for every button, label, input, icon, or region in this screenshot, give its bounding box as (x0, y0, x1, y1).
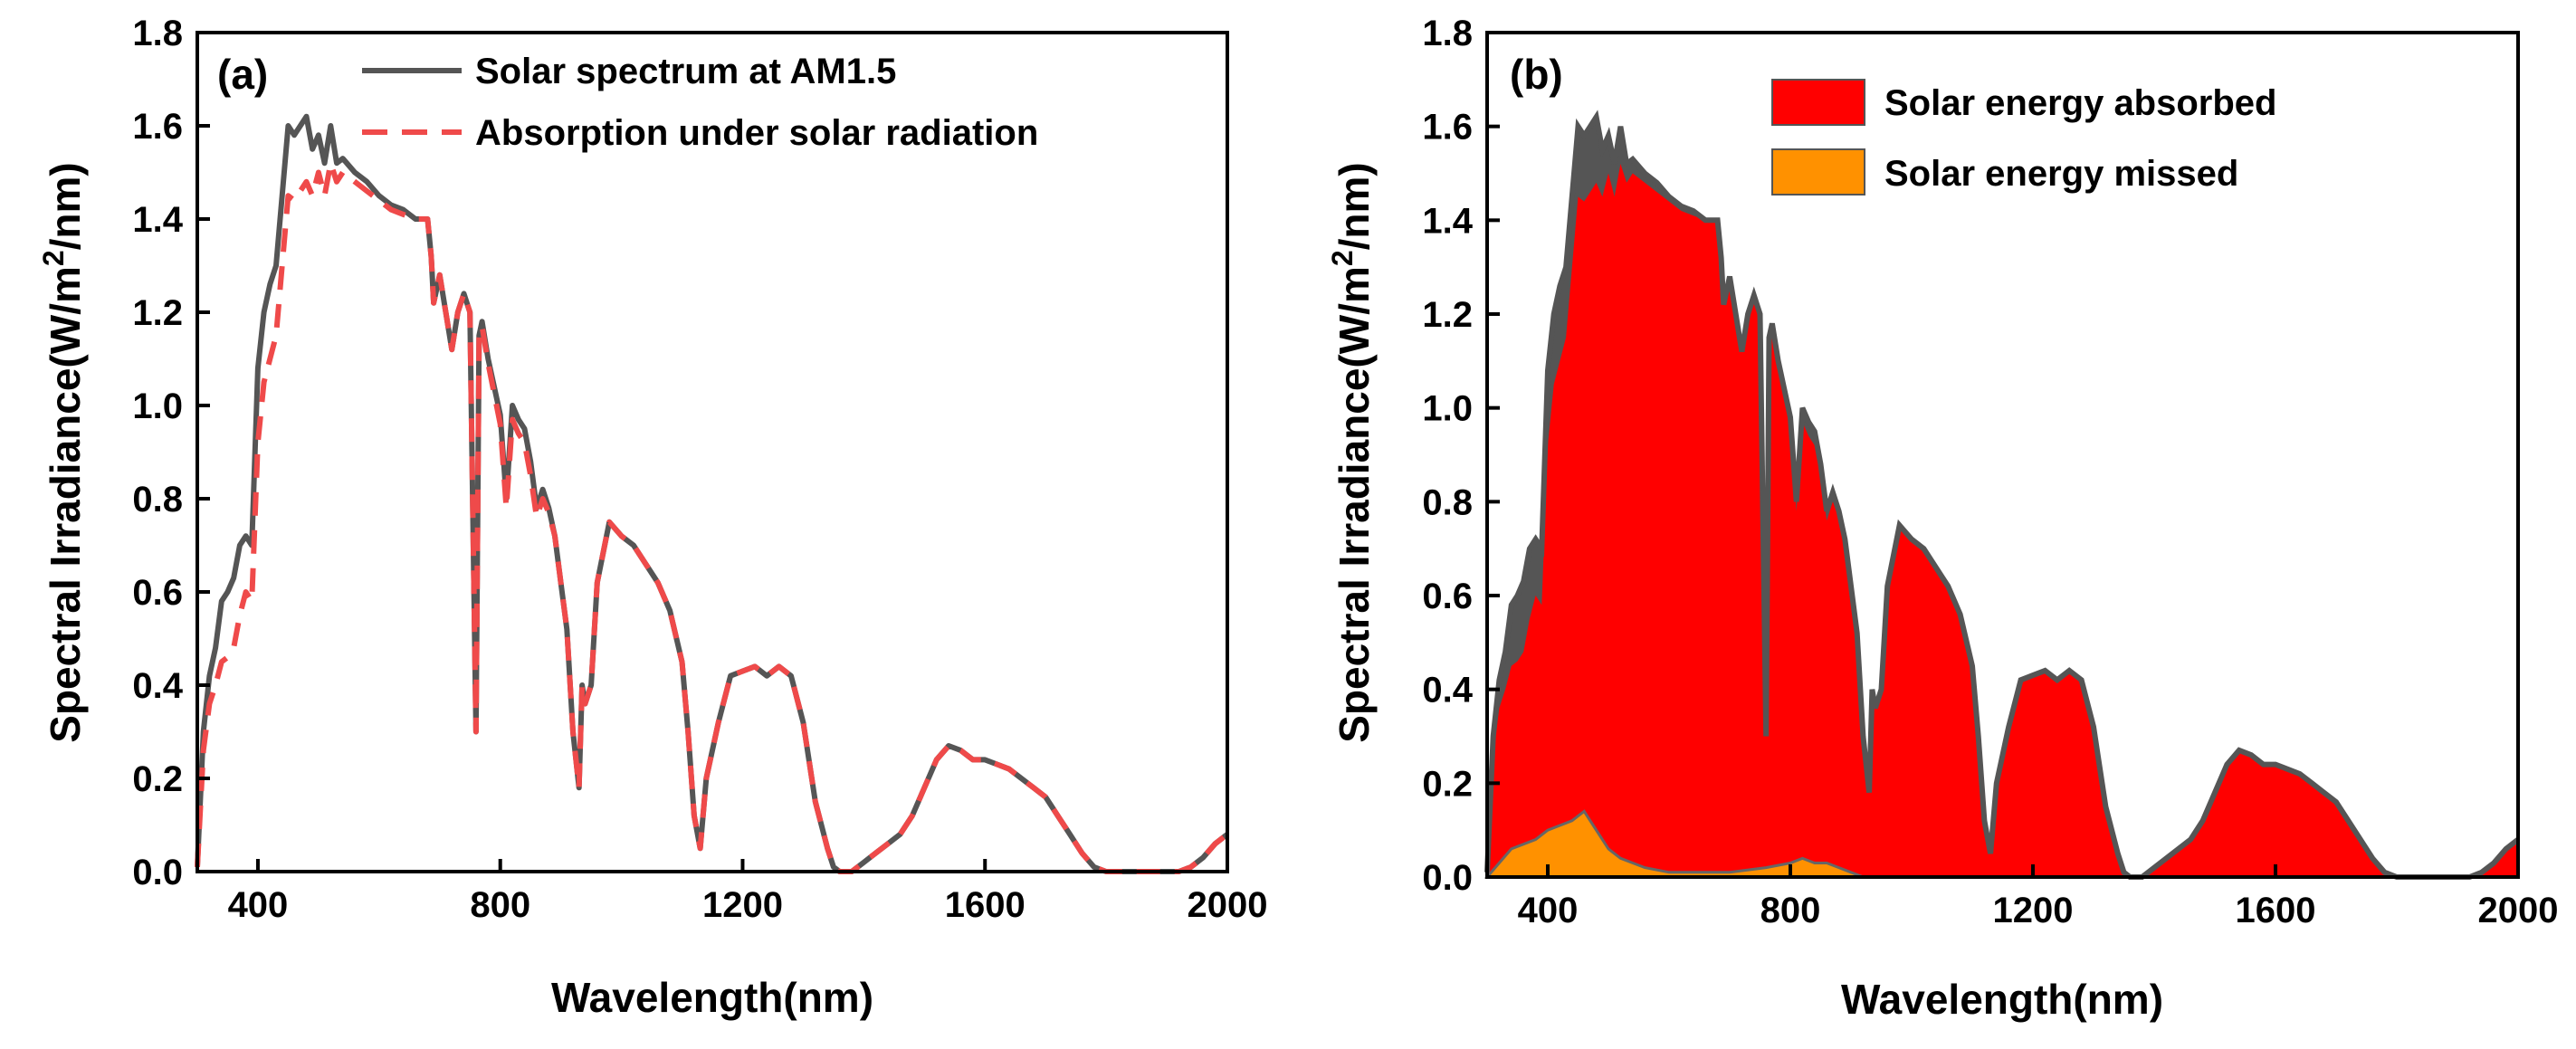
panel-a-y-tick-label: 1.0 (132, 386, 183, 426)
panel-b-plot-area (1484, 110, 2520, 880)
legend-label-absorption: Absorption under solar radiation (475, 113, 1038, 153)
panel-a-axes-frame (196, 31, 1229, 873)
panel-a-y-tick-label: 1.4 (132, 200, 183, 240)
panel-b: 0.0 0.2 0.4 0.6 0.8 1.0 1.2 1.4 1.6 1.8 400 800 120… (1326, 14, 2558, 1023)
panel-b-y-tick-label: 0.0 (1422, 858, 1473, 898)
panel-a-y-tick-label: 1.8 (132, 14, 183, 53)
panel-b-y-ticks: 0.0 0.2 0.4 0.6 0.8 1.0 1.2 1.4 1.6 1.8 (1422, 14, 1500, 898)
panel-a-series-absorption (195, 160, 1229, 874)
legend-swatch-absorbed (1771, 79, 1865, 126)
panel-b-x-ticks: 400 800 1200 1600 2000 (1518, 864, 2559, 930)
legend-swatch-missed (1771, 148, 1865, 195)
panel-b-y-tick-label: 0.2 (1422, 764, 1473, 804)
panel-a-x-tick-label: 800 (470, 885, 530, 925)
panel-a-x-tick-label: 2000 (1188, 885, 1268, 925)
panel-b-y-tick-label: 0.8 (1422, 482, 1473, 522)
panel-a-x-ticks: 400 800 1200 1600 2000 (228, 859, 1268, 925)
panel-a-y-tick-label: 1.2 (132, 293, 183, 333)
panel-b-legend: Solar energy absorbed Solar energy misse… (1771, 79, 2276, 195)
panel-a-y-tick-label: 0.0 (132, 853, 183, 892)
panel-b-spectrum-outline (1484, 110, 2520, 880)
panel-b-axes-frame (1485, 31, 2520, 879)
panel-a-label: (a) (217, 51, 268, 98)
panel-a-x-tick-label: 1600 (945, 885, 1026, 925)
panel-a: 0.0 0.2 0.4 0.6 0.8 1.0 1.2 1.4 1.6 1.8 400 800 120… (37, 14, 1267, 1021)
panel-b-y-tick-label: 1.4 (1422, 201, 1473, 241)
legend-label-absorbed: Solar energy absorbed (1884, 83, 2276, 123)
panel-b-y-tick-label: 1.0 (1422, 389, 1473, 429)
panel-b-x-tick-label: 800 (1760, 891, 1821, 930)
panel-b-y-tick-label: 1.8 (1422, 14, 1473, 53)
panel-b-x-tick-label: 1600 (2236, 891, 2316, 930)
panel-a-x-tick-label: 1200 (702, 885, 783, 925)
panel-a-y-title-main: Spectral Irradiance(W/m (42, 266, 89, 743)
legend-label-solar-spectrum: Solar spectrum at AM1.5 (475, 52, 896, 91)
panel-a-series-solar-spectrum (195, 113, 1229, 874)
panel-a-x-axis-title: Wavelength(nm) (551, 974, 873, 1021)
panel-a-y-ticks: 0.0 0.2 0.4 0.6 0.8 1.0 1.2 1.4 1.6 1.8 (132, 14, 210, 892)
panel-b-x-tick-label: 400 (1518, 891, 1579, 930)
panel-a-y-title-sup: 2 (37, 250, 70, 266)
panel-b-y-title-sup: 2 (1326, 250, 1359, 266)
panel-a-legend: Solar spectrum at AM1.5 Absorption under… (362, 52, 1038, 153)
panel-b-y-title-tail: /nm) (1331, 162, 1378, 250)
panel-b-y-tick-label: 0.4 (1422, 671, 1473, 710)
panel-a-y-tick-label: 0.6 (132, 573, 183, 613)
panel-b-area-absorbed (1487, 164, 2518, 878)
panel-a-y-axis-title: Spectral Irradiance(W/m2/nm) (37, 162, 89, 743)
panel-b-y-tick-label: 0.6 (1422, 577, 1473, 616)
panel-a-y-tick-label: 0.8 (132, 480, 183, 520)
panel-b-y-tick-label: 1.2 (1422, 295, 1473, 335)
panel-a-y-tick-label: 0.4 (132, 666, 183, 706)
panel-a-y-tick-label: 0.2 (132, 759, 183, 799)
panel-b-x-tick-label: 2000 (2478, 891, 2559, 930)
panel-b-x-axis-title: Wavelength(nm) (1841, 976, 2163, 1023)
panel-b-y-tick-label: 1.6 (1422, 108, 1473, 148)
panel-a-plot-area (195, 113, 1229, 874)
panel-b-x-tick-label: 1200 (1993, 891, 2074, 930)
panel-a-x-tick-label: 400 (228, 885, 289, 925)
panel-b-y-title-main: Spectral Irradiance(W/m (1331, 266, 1378, 743)
panel-a-y-tick-label: 1.6 (132, 107, 183, 147)
legend-label-missed: Solar energy missed (1884, 154, 2238, 194)
panel-a-y-title-tail: /nm) (42, 162, 89, 250)
panel-b-label: (b) (1510, 51, 1563, 98)
panel-b-y-axis-title: Spectral Irradiance(W/m2/nm) (1326, 162, 1378, 743)
